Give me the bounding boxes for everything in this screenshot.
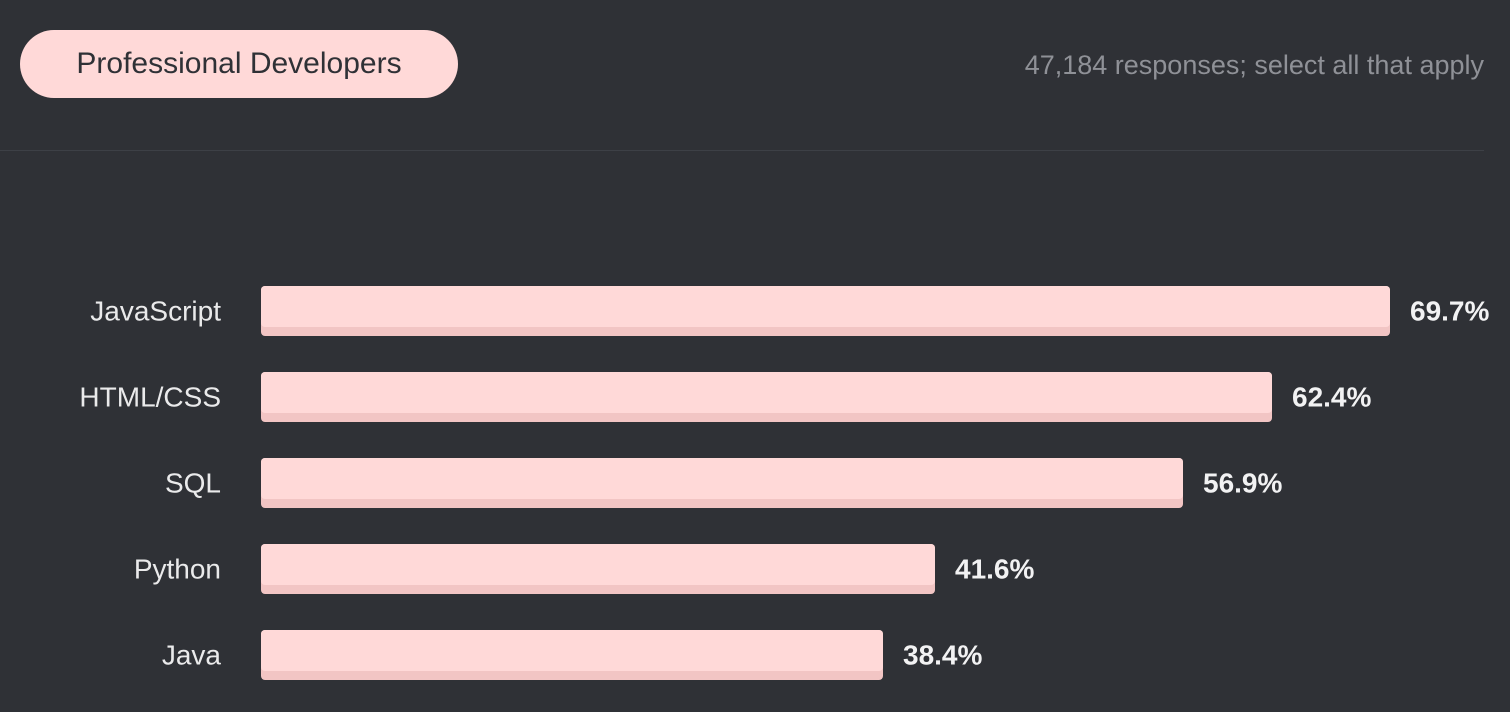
bar-html-css[interactable] xyxy=(261,372,1272,422)
bar-java[interactable] xyxy=(261,630,883,680)
bar-sql[interactable] xyxy=(261,458,1183,508)
value-label-sql: 56.9% xyxy=(1203,468,1282,499)
bar-fill xyxy=(261,544,935,585)
bar-fill xyxy=(261,286,1390,327)
bar-javascript[interactable] xyxy=(261,286,1390,336)
value-label-html-css: 62.4% xyxy=(1292,382,1371,413)
bar-python[interactable] xyxy=(261,544,935,594)
value-label-python: 41.6% xyxy=(955,554,1034,585)
bar-fill xyxy=(261,458,1183,499)
category-label-javascript: JavaScript xyxy=(90,296,221,327)
category-label-sql: SQL xyxy=(165,468,221,499)
bar-fill xyxy=(261,630,883,671)
bar-fill xyxy=(261,372,1272,413)
value-label-javascript: 69.7% xyxy=(1410,296,1489,327)
category-label-python: Python xyxy=(134,554,221,585)
category-label-java: Java xyxy=(162,640,222,671)
value-label-java: 38.4% xyxy=(903,640,982,671)
category-label-html-css: HTML/CSS xyxy=(79,382,221,413)
